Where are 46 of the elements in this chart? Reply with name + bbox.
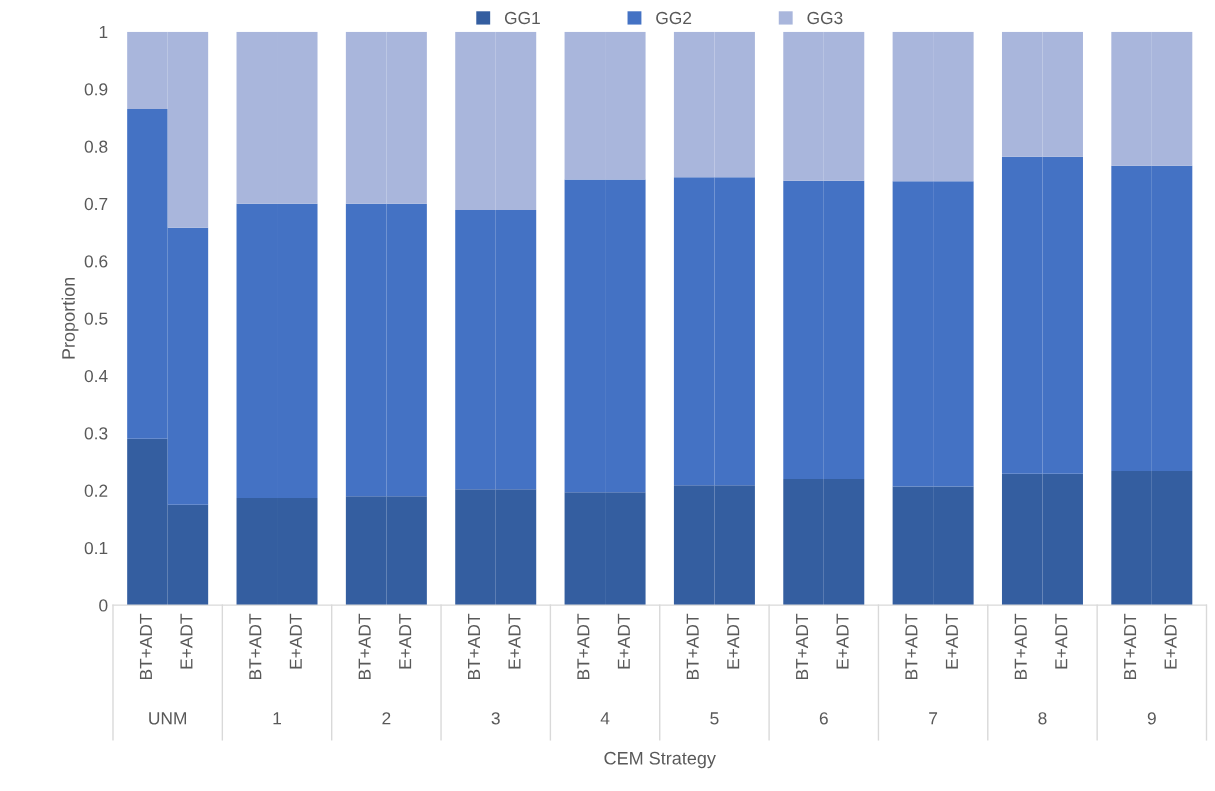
x-tick-label: E+ADT	[1164, 613, 1177, 669]
legend-label: GG3	[807, 11, 843, 25]
x-tick-label: E+ADT	[508, 613, 521, 669]
y-tick-label: 0.6	[84, 255, 108, 268]
text: 5	[710, 712, 719, 725]
y-axis-title: Proportion	[61, 277, 79, 359]
x-tick-label: E+ADT	[1055, 613, 1068, 669]
x-tick-label: E+ADT	[836, 613, 849, 669]
x-axis-title: CEM Strategy	[604, 751, 716, 769]
x-tick-label: E+ADT	[727, 613, 740, 669]
x-tick-label: BT+ADT	[249, 613, 262, 680]
y-tick-label: 1	[99, 25, 108, 38]
x-tick-label: BT+ADT	[1124, 613, 1137, 680]
text: 7	[929, 712, 938, 725]
text: 2	[382, 712, 391, 725]
text: 1	[273, 712, 281, 725]
y-tick-label: 0.2	[84, 484, 108, 497]
x-tick-label: E+ADT	[399, 613, 412, 669]
x-tick-label: BT+ADT	[686, 613, 699, 680]
y-tick-label: 0	[99, 599, 108, 612]
y-tick-label: 0.4	[84, 369, 108, 383]
legend-label: GG1	[504, 11, 540, 25]
text: 3	[491, 712, 500, 725]
x-tick-label: E+ADT	[289, 613, 302, 669]
text: 9	[1147, 712, 1156, 725]
x-tick-label: BT+ADT	[796, 613, 809, 680]
x-tick-label: E+ADT	[180, 613, 193, 669]
x-tick-label: BT+ADT	[577, 613, 590, 680]
x-tick-label: BT+ADT	[468, 613, 480, 680]
x-tick-label: BT+ADT	[358, 613, 371, 680]
y-tick-label: 0.7	[84, 197, 108, 211]
y-tick-label: 0.8	[84, 140, 108, 153]
x-tick-label: E+ADT	[945, 613, 958, 669]
x-tick-label: E+ADT	[617, 613, 630, 669]
text: 4	[600, 712, 610, 725]
y-tick-label: 0.3	[84, 427, 108, 440]
y-tick-label: 0.1	[84, 541, 108, 555]
text: UNM	[149, 712, 187, 725]
legend-label: GG2	[656, 11, 692, 25]
x-tick-label: BT+ADT	[139, 613, 152, 680]
y-tick-label: 0.9	[84, 83, 108, 96]
x-tick-label: BT+ADT	[905, 613, 918, 680]
text: 6	[819, 712, 828, 725]
y-tick-label: 0.5	[84, 312, 108, 325]
x-tick-label: BT+ADT	[1014, 613, 1027, 680]
text: 8	[1038, 712, 1047, 725]
